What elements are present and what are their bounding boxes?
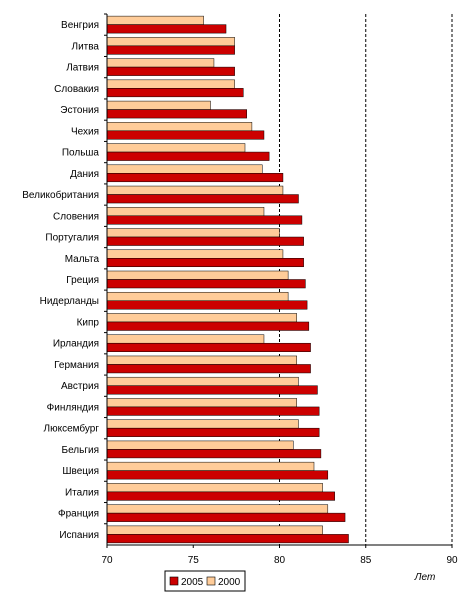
x-tick-label: 75 bbox=[188, 555, 200, 566]
bar-2000 bbox=[106, 461, 315, 471]
bar-2000 bbox=[106, 334, 265, 344]
category-label: Нидерланды bbox=[40, 296, 99, 307]
bar-2000 bbox=[106, 15, 204, 25]
bar-2000 bbox=[106, 37, 235, 47]
category-label: Кипр bbox=[77, 317, 100, 328]
category-label: Бельгия bbox=[62, 445, 100, 456]
bar-2000 bbox=[106, 185, 284, 195]
category-label: Словения bbox=[53, 211, 99, 222]
bar-2005 bbox=[106, 427, 320, 437]
legend-label-2000: 2000 bbox=[218, 577, 241, 588]
category-label: Литва bbox=[72, 41, 100, 52]
bar-2000 bbox=[106, 419, 299, 429]
bar-2005 bbox=[106, 45, 235, 55]
category-label: Австрия bbox=[61, 381, 99, 392]
category-label: Люксембург bbox=[44, 423, 100, 435]
category-label: Мальта bbox=[65, 254, 100, 265]
category-label: Дания bbox=[70, 169, 99, 180]
category-labels: Венгрия Литва Латвия Словакия Эстония Чехия По… bbox=[22, 20, 99, 541]
category-label: Италия bbox=[65, 487, 99, 498]
category-label: Польша bbox=[62, 148, 100, 159]
bars bbox=[104, 13, 349, 544]
legend-box bbox=[164, 570, 246, 592]
category-label: Венгрия bbox=[61, 20, 99, 31]
bar-2000 bbox=[106, 58, 215, 68]
x-tick-labels: 70 75 80 85 90 bbox=[101, 545, 458, 566]
bar-2005 bbox=[106, 449, 322, 459]
legend-swatch-2005 bbox=[169, 576, 179, 586]
x-tick-label: 70 bbox=[101, 555, 113, 566]
category-label: Великобритания bbox=[22, 189, 99, 201]
category-label: Португалия bbox=[45, 233, 99, 244]
bar-2000 bbox=[106, 398, 297, 408]
bar-2005 bbox=[106, 215, 303, 225]
category-label: Франция bbox=[58, 509, 99, 520]
category-label: Словакия bbox=[54, 84, 99, 95]
bar-2005 bbox=[106, 109, 247, 119]
category-label: Латвия bbox=[66, 63, 99, 74]
bar-2000 bbox=[106, 100, 211, 110]
category-label: Чехия bbox=[71, 126, 99, 137]
bar-2005 bbox=[106, 512, 346, 522]
bar-2000 bbox=[106, 313, 297, 323]
bar-2005 bbox=[106, 173, 284, 183]
bar-2005 bbox=[106, 66, 235, 76]
category-label: Испания bbox=[59, 530, 99, 541]
bar-2005 bbox=[106, 88, 244, 98]
bar-2005 bbox=[106, 194, 299, 204]
bar-2005 bbox=[106, 236, 304, 246]
bar-2000 bbox=[106, 207, 265, 217]
x-tick-label: 80 bbox=[274, 555, 286, 566]
category-label: Финляндия bbox=[47, 402, 99, 413]
bar-2000 bbox=[106, 376, 299, 386]
bar-2000 bbox=[106, 249, 284, 259]
category-label: Эстония bbox=[60, 105, 99, 116]
bar-2005 bbox=[106, 279, 306, 289]
bar-2005 bbox=[106, 470, 329, 480]
bar-2000 bbox=[106, 483, 323, 493]
bar-2000 bbox=[106, 228, 280, 238]
bar-2005 bbox=[106, 130, 265, 140]
category-label: Германия bbox=[54, 360, 99, 371]
category-label: Швеция bbox=[62, 466, 99, 477]
x-axis-unit-label: Лет bbox=[414, 572, 436, 583]
bar-2005 bbox=[106, 300, 308, 310]
bar-2000 bbox=[106, 525, 323, 535]
bar-2005 bbox=[106, 385, 318, 395]
bar-2000 bbox=[106, 504, 329, 514]
bar-2000 bbox=[106, 291, 289, 301]
bar-2000 bbox=[106, 440, 294, 450]
bar-2005 bbox=[106, 406, 320, 416]
bar-2005 bbox=[106, 342, 311, 352]
bar-2005 bbox=[106, 491, 335, 501]
bar-2000 bbox=[106, 270, 289, 280]
bar-2005 bbox=[106, 364, 311, 374]
bar-2005 bbox=[106, 151, 270, 161]
bar-2000 bbox=[106, 355, 297, 365]
bar-2005 bbox=[106, 534, 349, 544]
bar-2000 bbox=[106, 79, 235, 89]
x-tick-label: 90 bbox=[446, 555, 458, 566]
bar-2005 bbox=[106, 24, 227, 34]
legend-label-2005: 2005 bbox=[181, 577, 204, 588]
legend: 2005 2000 bbox=[164, 570, 246, 592]
legend-swatch-2000 bbox=[206, 576, 216, 586]
bar-2000 bbox=[106, 122, 253, 132]
category-label: Греция bbox=[66, 275, 99, 286]
x-tick-label: 85 bbox=[360, 555, 372, 566]
bar-2000 bbox=[106, 143, 246, 153]
category-label: Ирландия bbox=[53, 339, 99, 350]
bar-2000 bbox=[106, 164, 263, 174]
bar-2005 bbox=[106, 258, 304, 268]
bar-2005 bbox=[106, 321, 310, 331]
